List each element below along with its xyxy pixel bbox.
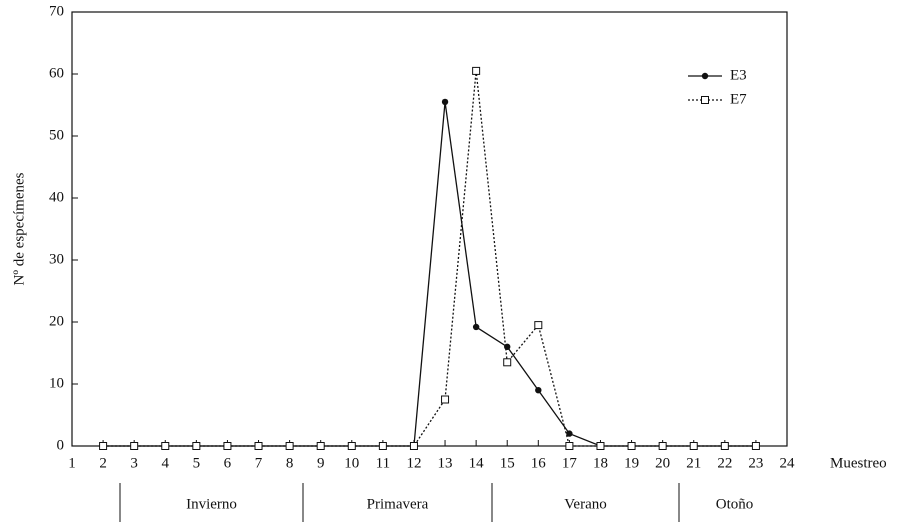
- x-tick-label: 1: [68, 455, 76, 471]
- x-tick-label: 9: [317, 455, 325, 471]
- season-label: Primavera: [367, 496, 429, 512]
- y-tick-label: 30: [49, 251, 64, 267]
- x-tick-label: 2: [99, 455, 107, 471]
- marker: [689, 442, 698, 450]
- marker: [658, 442, 667, 450]
- x-tick-label: 6: [224, 455, 232, 471]
- legend-label: E7: [730, 91, 747, 107]
- marker: [223, 442, 232, 450]
- y-tick-label: 0: [57, 437, 65, 453]
- marker: [378, 442, 387, 450]
- marker: [566, 430, 573, 437]
- marker: [99, 442, 108, 450]
- y-tick-label: 10: [49, 375, 64, 391]
- y-tick-label: 50: [49, 127, 64, 143]
- marker: [565, 442, 574, 450]
- y-axis-label: Nº de especímenes: [11, 172, 27, 285]
- marker: [751, 442, 760, 450]
- marker: [409, 442, 418, 450]
- x-tick-label: 12: [406, 455, 421, 471]
- marker: [720, 442, 729, 450]
- marker: [596, 442, 605, 450]
- series-line: [103, 70, 756, 447]
- x-tick-label: 16: [531, 455, 547, 471]
- x-tick-label: 17: [562, 455, 578, 471]
- marker: [472, 323, 480, 331]
- marker: [534, 321, 543, 330]
- season-label: Verano: [564, 496, 606, 512]
- x-tick-label: 13: [438, 455, 453, 471]
- x-tick-label: 18: [593, 455, 608, 471]
- x-tick-label: 21: [686, 455, 701, 471]
- x-tick-label: 3: [130, 455, 138, 471]
- marker: [130, 442, 139, 450]
- y-tick-label: 70: [49, 3, 64, 19]
- marker: [535, 387, 542, 394]
- x-tick-label: 19: [624, 455, 639, 471]
- x-axis-label: Muestreo: [830, 455, 887, 471]
- legend-marker: [701, 72, 709, 80]
- marker: [192, 442, 201, 450]
- marker: [503, 358, 512, 367]
- x-tick-label: 24: [780, 455, 796, 471]
- marker: [316, 442, 325, 450]
- x-tick-label: 4: [162, 455, 170, 471]
- legend-label: E3: [730, 67, 747, 83]
- x-tick-label: 22: [717, 455, 732, 471]
- x-tick-label: 23: [748, 455, 763, 471]
- x-tick-label: 8: [286, 455, 294, 471]
- marker: [441, 395, 450, 404]
- legend-marker: [701, 96, 709, 104]
- x-tick-label: 10: [344, 455, 359, 471]
- marker: [347, 442, 356, 450]
- x-tick-label: 15: [500, 455, 515, 471]
- marker: [472, 66, 481, 75]
- season-label: Otoño: [716, 496, 754, 512]
- marker: [254, 442, 263, 450]
- y-tick-label: 40: [49, 189, 64, 205]
- marker: [285, 442, 294, 450]
- marker: [161, 442, 170, 450]
- season-label: Invierno: [186, 496, 237, 512]
- series-line: [103, 101, 756, 447]
- y-tick-label: 60: [49, 65, 64, 81]
- marker: [627, 442, 636, 450]
- x-tick-label: 14: [469, 455, 485, 471]
- x-tick-label: 20: [655, 455, 670, 471]
- marker: [441, 98, 449, 106]
- x-tick-label: 7: [255, 455, 263, 471]
- x-tick-label: 5: [193, 455, 201, 471]
- marker: [504, 343, 511, 350]
- plot-frame: [71, 11, 788, 447]
- x-tick-label: 11: [376, 455, 390, 471]
- y-tick-label: 20: [49, 313, 64, 329]
